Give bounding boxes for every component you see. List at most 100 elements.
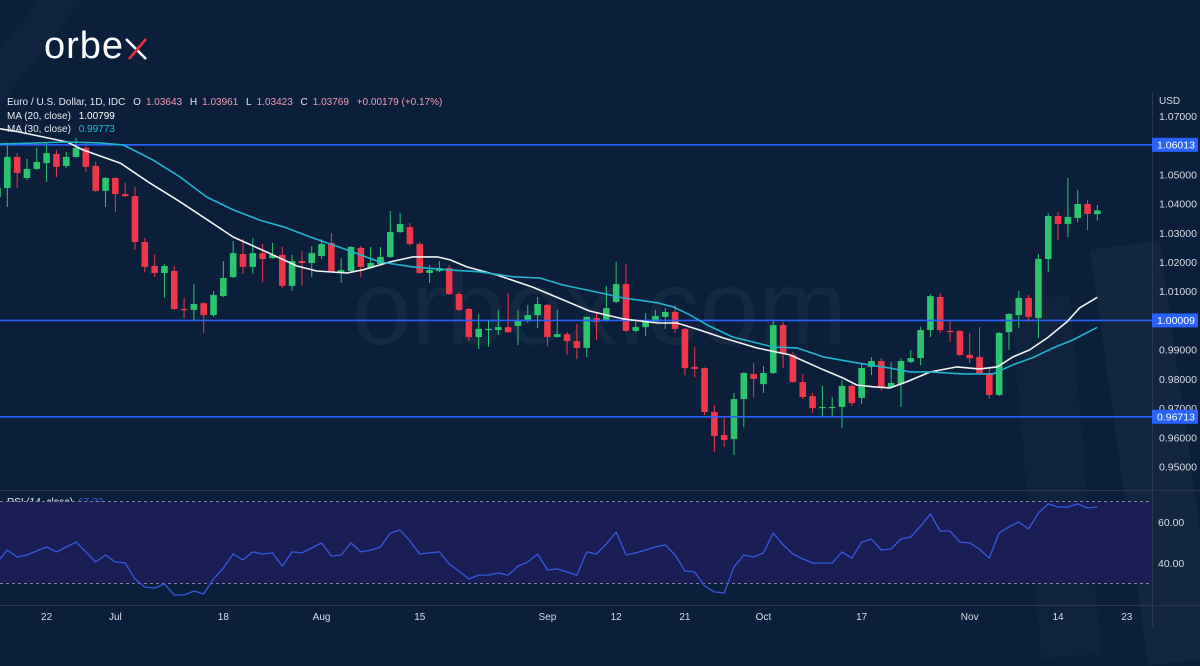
- level-price-label[interactable]: 1.06013: [1152, 137, 1198, 152]
- candle-down[interactable]: [465, 308, 473, 342]
- candle-up[interactable]: [436, 261, 443, 273]
- candle-down[interactable]: [986, 368, 993, 400]
- candle-down[interactable]: [720, 418, 728, 448]
- candle-up[interactable]: [210, 290, 217, 317]
- candle-up[interactable]: [495, 309, 502, 336]
- candle-up[interactable]: [583, 316, 590, 357]
- candle-down[interactable]: [455, 292, 463, 312]
- candle-up[interactable]: [269, 242, 276, 259]
- candle-down[interactable]: [141, 237, 149, 273]
- ma30-line[interactable]: [0, 141, 1098, 375]
- main-price-pane[interactable]: [0, 128, 1152, 455]
- candle-down[interactable]: [789, 351, 797, 383]
- candle-down[interactable]: [750, 363, 757, 398]
- candle-up[interactable]: [927, 294, 934, 338]
- candle-up[interactable]: [347, 246, 355, 273]
- candle-down[interactable]: [200, 302, 208, 333]
- candle-down[interactable]: [504, 292, 512, 333]
- candle-up[interactable]: [868, 356, 875, 376]
- candle-up[interactable]: [740, 372, 748, 428]
- candle-down[interactable]: [799, 373, 807, 400]
- candle-up[interactable]: [828, 397, 836, 417]
- price-chart-canvas[interactable]: USD 1.07000 1.05000 1.04000 1.03000 1.02000 1.…: [0, 0, 1200, 627]
- candle-down[interactable]: [936, 292, 944, 333]
- candle-down[interactable]: [1025, 294, 1032, 322]
- candle-down[interactable]: [121, 182, 129, 197]
- candle-up[interactable]: [553, 309, 561, 338]
- candle-down[interactable]: [278, 246, 286, 288]
- time-axis[interactable]: 22 Jul 18 Aug 15 Sep 12 21 Oct 17 Nov 14 23: [41, 612, 1133, 623]
- candle-up[interactable]: [220, 261, 227, 297]
- candle-down[interactable]: [956, 330, 964, 357]
- candle-up[interactable]: [102, 177, 109, 207]
- candle-down[interactable]: [180, 297, 188, 319]
- price-axis[interactable]: USD 1.07000 1.05000 1.04000 1.03000 1.02000 1.…: [1152, 96, 1198, 474]
- candle-up[interactable]: [1064, 177, 1072, 238]
- candle-down[interactable]: [1054, 211, 1062, 240]
- level-price-label[interactable]: 1.00009: [1152, 313, 1198, 328]
- candle-down[interactable]: [848, 384, 856, 407]
- candle-down[interactable]: [82, 142, 90, 172]
- candle-up[interactable]: [0, 185, 1, 200]
- candle-down[interactable]: [131, 187, 139, 250]
- candle-up[interactable]: [907, 349, 915, 364]
- candle-down[interactable]: [573, 323, 581, 359]
- candle-up[interactable]: [1094, 204, 1101, 221]
- candle-down[interactable]: [53, 149, 60, 178]
- candle-up[interactable]: [72, 137, 80, 158]
- candle-down[interactable]: [92, 161, 99, 193]
- candle-up[interactable]: [1044, 213, 1052, 273]
- candle-down[interactable]: [112, 177, 119, 212]
- candle-up[interactable]: [485, 320, 492, 348]
- candle-down[interactable]: [976, 327, 983, 374]
- candle-up[interactable]: [838, 380, 846, 429]
- candle-up[interactable]: [730, 392, 738, 455]
- candle-up[interactable]: [475, 313, 482, 350]
- candle-up[interactable]: [318, 239, 325, 259]
- ma20-legend-row[interactable]: MA (20, close) 1.00799: [7, 110, 447, 124]
- candle-up[interactable]: [1035, 254, 1042, 338]
- candle-up[interactable]: [161, 263, 168, 298]
- candle-up[interactable]: [4, 144, 11, 207]
- candle-down[interactable]: [357, 245, 365, 278]
- candle-up[interactable]: [642, 313, 649, 336]
- candle-down[interactable]: [328, 232, 335, 274]
- ma20-line[interactable]: [0, 128, 1098, 389]
- candle-down[interactable]: [593, 313, 600, 340]
- rsi-axis[interactable]: 60.00 40.00: [1158, 517, 1184, 570]
- candle-up[interactable]: [190, 284, 198, 321]
- candle-up[interactable]: [1015, 290, 1023, 328]
- candle-up[interactable]: [819, 385, 826, 417]
- candle-down[interactable]: [298, 251, 306, 286]
- candle-down[interactable]: [406, 223, 414, 246]
- candle-down[interactable]: [13, 153, 21, 188]
- candle-up[interactable]: [337, 258, 345, 283]
- candle-down[interactable]: [151, 254, 158, 278]
- candle-up[interactable]: [43, 142, 50, 183]
- candle-up[interactable]: [632, 321, 640, 333]
- candle-up[interactable]: [33, 147, 41, 171]
- candle-down[interactable]: [1084, 199, 1091, 231]
- candle-down[interactable]: [544, 304, 551, 347]
- candle-up[interactable]: [603, 285, 610, 322]
- rsi-line[interactable]: [0, 503, 1098, 596]
- candle-up[interactable]: [396, 213, 404, 233]
- candle-down[interactable]: [681, 327, 689, 376]
- candle-down[interactable]: [711, 404, 718, 452]
- rsi-pane[interactable]: [0, 500, 1152, 596]
- symbol-title[interactable]: Euro / U.S. Dollar, 1D, IDC: [7, 97, 126, 108]
- candle-up[interactable]: [1005, 313, 1013, 350]
- candle-down[interactable]: [779, 321, 787, 369]
- candle-up[interactable]: [249, 237, 257, 274]
- candle-up[interactable]: [897, 358, 905, 407]
- candle-down[interactable]: [170, 265, 178, 310]
- candle-up[interactable]: [995, 332, 1003, 397]
- candle-up[interactable]: [887, 361, 895, 388]
- candle-up[interactable]: [917, 327, 924, 366]
- candle-down[interactable]: [239, 239, 247, 274]
- candle-up[interactable]: [514, 309, 522, 345]
- candle-down[interactable]: [809, 392, 816, 414]
- candle-up[interactable]: [1074, 189, 1081, 223]
- candle-up[interactable]: [760, 366, 767, 393]
- candle-up[interactable]: [229, 240, 237, 278]
